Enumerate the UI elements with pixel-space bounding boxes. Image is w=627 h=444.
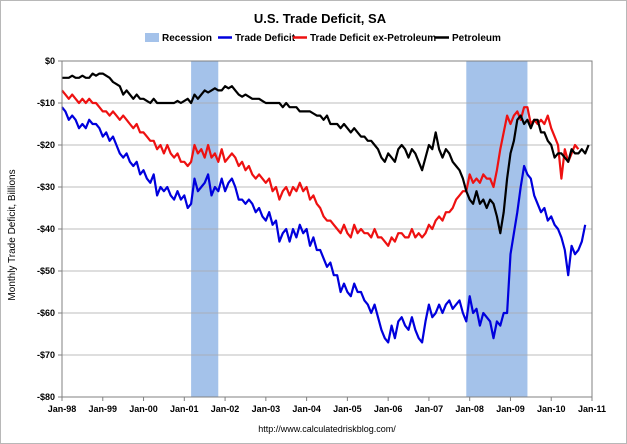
x-tick-label-6: Jan-04	[292, 404, 321, 414]
y-tick-label-7: -$70	[37, 350, 55, 360]
legend-label: Recession	[162, 33, 212, 44]
x-tick-label-0: Jan-98	[48, 404, 77, 414]
legend-item-trade-deficit: Trade Deficit	[218, 33, 296, 44]
legend-label: Trade Deficit	[235, 33, 296, 44]
x-tick-label-12: Jan-10	[537, 404, 566, 414]
y-tick-label-3: -$30	[37, 182, 55, 192]
series-line-trade-deficit-ex-petroleum	[61, 89, 580, 247]
y-tick-label-6: -$60	[37, 308, 55, 318]
y-tick-label-4: -$40	[37, 224, 55, 234]
series-line-petroleum	[62, 72, 590, 235]
x-tick-label-5: Jan-03	[252, 404, 281, 414]
x-tick-label-13: Jan-11	[578, 404, 606, 414]
y-tick-label-8: -$80	[37, 392, 55, 402]
legend-swatch	[145, 33, 159, 42]
legend-item-trade-deficit-ex-petroleum: Trade Deficit ex-Petroleum	[293, 33, 436, 44]
legend-label: Petroleum	[452, 33, 501, 44]
series-lines	[61, 72, 590, 344]
axes: $0 -$10 -$20 -$30 -$40 -$50 -$60 -$70 -$80 Jan-98…	[37, 56, 606, 414]
y-tick-label-2: -$20	[37, 140, 55, 150]
series-line-trade-deficit	[61, 106, 587, 344]
x-tick-label-1: Jan-99	[89, 404, 118, 414]
y-axis-label: Monthly Trade Deficit, Billions	[7, 169, 18, 300]
chart-title: U.S. Trade Deficit, SA	[254, 11, 387, 26]
y-tick-label-1: -$10	[37, 98, 55, 108]
x-tick-label-2: Jan-00	[129, 404, 158, 414]
legend-item-petroleum: Petroleum	[435, 33, 501, 44]
legend: Recession Trade Deficit Trade Deficit ex-P…	[145, 33, 501, 44]
x-tick-label-8: Jan-06	[374, 404, 403, 414]
x-tick-label-9: Jan-07	[415, 404, 444, 414]
legend-label: Trade Deficit ex-Petroleum	[310, 33, 436, 44]
source-url: http://www.calculatedriskblog.com/	[258, 424, 396, 434]
y-tick-label-0: $0	[45, 56, 55, 66]
x-tick-label-7: Jan-05	[333, 404, 362, 414]
x-tick-label-4: Jan-02	[211, 404, 240, 414]
legend-item-recession: Recession	[145, 33, 212, 44]
y-tick-label-5: -$50	[37, 266, 55, 276]
x-tick-label-3: Jan-01	[170, 404, 199, 414]
x-tick-label-11: Jan-09	[496, 404, 525, 414]
x-tick-label-10: Jan-08	[455, 404, 484, 414]
